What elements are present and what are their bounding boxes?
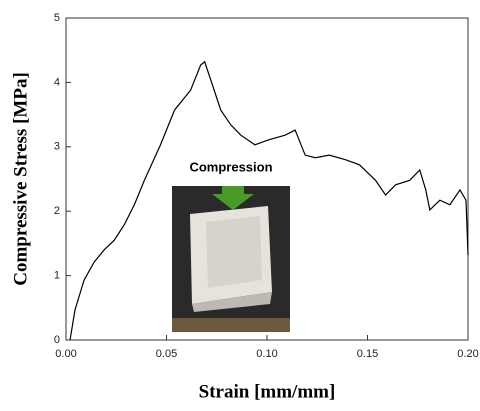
y-tick-label: 4 [54, 76, 60, 88]
y-axis-label: Compressive Stress [MPa] [10, 72, 31, 286]
line [69, 60, 469, 341]
y-tick-label: 0 [54, 334, 60, 346]
x-tick-label: 0.10 [256, 348, 277, 360]
annotation: Compression [189, 159, 272, 174]
x-tick-label: 0.15 [357, 348, 378, 360]
y-tick-label: 2 [54, 205, 60, 217]
x-tick-label: 0.00 [55, 348, 76, 360]
y-tick-label: 5 [54, 12, 60, 24]
x-tick-label: 0.20 [457, 348, 478, 360]
x-axis-label: Strain [mm/mm] [199, 381, 336, 402]
inset-photo [172, 186, 290, 332]
y-tick-label: 3 [54, 141, 60, 153]
x-tick-label: 0.05 [156, 348, 177, 360]
y-tick-label: 1 [54, 270, 60, 282]
